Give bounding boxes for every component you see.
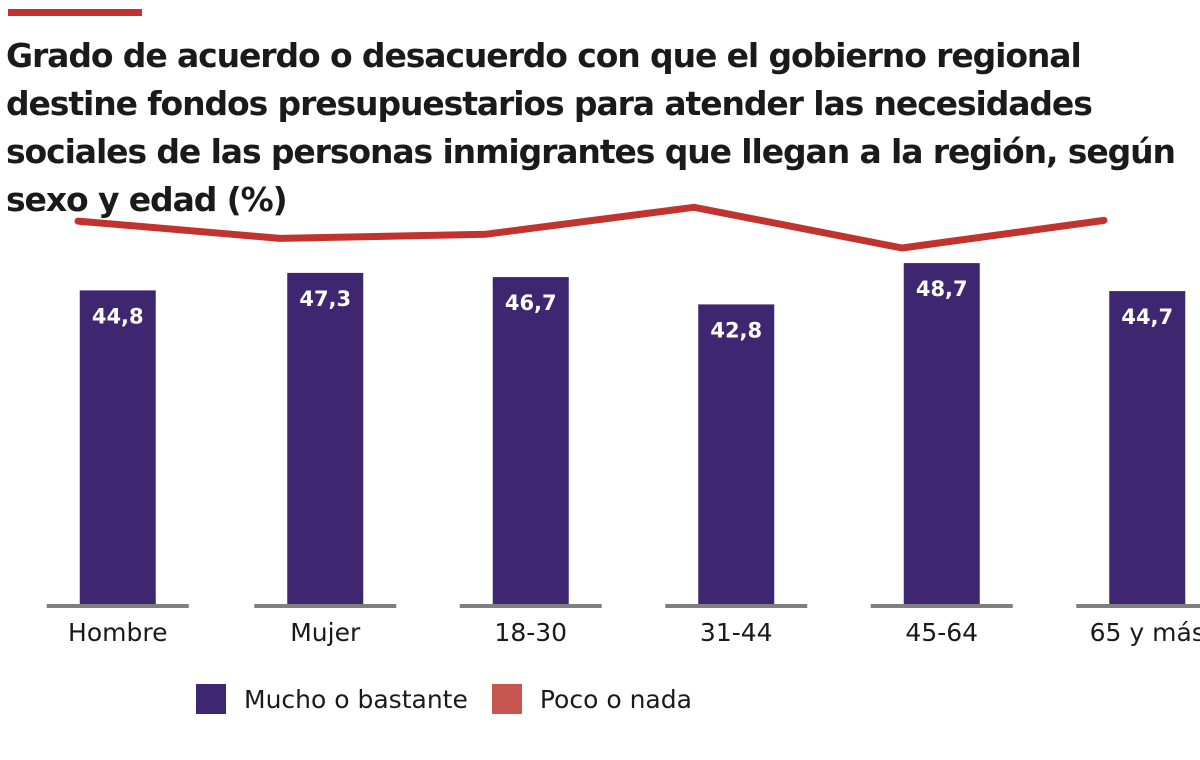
- bar-mujer: [287, 272, 364, 604]
- legend-label-poco: Poco o nada: [539, 684, 692, 714]
- bar-65-y-más: [1109, 291, 1186, 604]
- bar-18-30: [492, 277, 569, 604]
- category-label: 31-44: [700, 618, 773, 647]
- category-label: Hombre: [68, 618, 167, 647]
- legend-swatch-line: [491, 684, 522, 714]
- category-label: 45-64: [905, 618, 978, 647]
- category-label: 65 y más: [1090, 618, 1200, 647]
- bar-31-44: [698, 304, 775, 604]
- legend: Mucho o bastante Poco o nada: [196, 684, 716, 714]
- bar-45-64: [903, 263, 980, 604]
- title-accent-bar: [8, 9, 142, 16]
- bar-value-label: 42,8: [710, 318, 762, 342]
- legend-swatch-bars: [196, 684, 226, 714]
- bar-value-label: 47,3: [299, 287, 351, 311]
- legend-item-mucho: Mucho o bastante: [196, 684, 468, 714]
- bar-value-label: 48,7: [916, 277, 968, 301]
- bar-value-label: 44,8: [92, 304, 144, 328]
- bar-value-label: 44,7: [1121, 305, 1173, 329]
- chart-title: Grado de acuerdo o desacuerdo con que el…: [6, 36, 1176, 219]
- bar-value-label: 46,7: [505, 291, 557, 315]
- legend-label-mucho: Mucho o bastante: [244, 684, 468, 714]
- bar-hombre: [79, 290, 156, 604]
- line-series-poco-o-nada: [74, 203, 1108, 252]
- category-label: 18-30: [494, 618, 567, 647]
- category-label: Mujer: [290, 618, 361, 647]
- legend-item-poco: Poco o nada: [491, 684, 692, 714]
